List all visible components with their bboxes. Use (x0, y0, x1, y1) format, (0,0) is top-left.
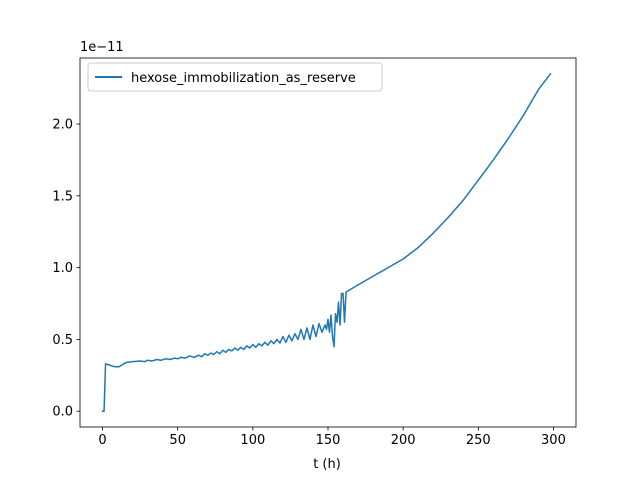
axes-layer: 0 50 100 150 200 250 300 0.0 0.5 1.0 1.5 2.0 (52, 57, 577, 448)
x-tick-label: 0 (98, 433, 106, 448)
y-tick-label: 0.5 (52, 333, 73, 348)
x-tick-label: 250 (466, 433, 491, 448)
y-tick-label: 1.0 (52, 261, 73, 276)
y-offset-label: 1e−11 (80, 40, 124, 55)
axes-background (80, 58, 576, 427)
x-tick-label: 50 (169, 433, 186, 448)
legend-label: hexose_immobilization_as_reserve (131, 71, 356, 86)
series-layer (101, 72, 552, 412)
y-tick-label: 0.0 (52, 405, 73, 420)
series-line-hexose-immobilization-as-reserve (101, 72, 552, 412)
x-tick-label: 200 (391, 433, 416, 448)
legend: hexose_immobilization_as_reserve (87, 62, 383, 92)
plot-area (80, 58, 576, 427)
x-tick-label: 150 (316, 433, 341, 448)
y-tick-label: 2.0 (52, 118, 73, 133)
x-tick-label: 100 (240, 433, 265, 448)
x-axis-label: t (h) (313, 457, 341, 472)
y-tick-label: 1.5 (52, 189, 73, 204)
x-tick-label: 300 (541, 433, 566, 448)
legend-box (87, 62, 383, 92)
